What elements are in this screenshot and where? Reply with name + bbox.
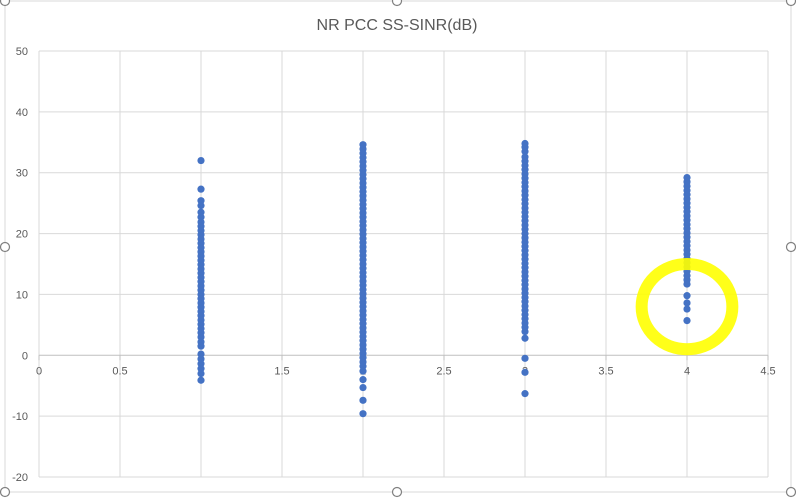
scatter-point <box>197 201 205 210</box>
scatter-point <box>197 369 205 378</box>
chart-border <box>4 0 792 493</box>
resize-handle[interactable] <box>0 486 11 498</box>
y-tick-label: 10 <box>16 289 28 301</box>
scatter-point <box>521 354 529 362</box>
scatter-point <box>197 342 205 350</box>
y-tick-label: 0 <box>22 350 28 362</box>
x-tick-label: 2.5 <box>436 365 451 377</box>
scatter-point <box>359 396 367 404</box>
x-tick-label: 4.5 <box>760 365 775 377</box>
x-tick-labels: 00.511.522.533.544.5 <box>36 365 776 377</box>
y-tick-labels: -20 -10 0 10 20 30 40 50 <box>12 46 28 484</box>
scatter-point <box>683 305 691 313</box>
annotation-layer <box>635 258 739 356</box>
scatter-point <box>197 185 205 193</box>
scatter-point <box>197 376 205 384</box>
scatter-point <box>683 299 691 307</box>
resize-handle[interactable] <box>391 486 403 498</box>
scatter-point <box>683 316 691 325</box>
resize-handle[interactable] <box>785 486 796 498</box>
scatter-points <box>197 139 691 418</box>
scatter-point <box>683 292 691 300</box>
scatter-point <box>197 156 205 165</box>
chart-title: NR PCC SS-SINR(dB) <box>317 17 478 34</box>
x-tick-label: 0 <box>36 365 42 377</box>
scatter-point <box>521 327 529 336</box>
y-tick-label: -20 <box>12 472 28 484</box>
y-tick-label: 40 <box>16 107 28 119</box>
y-tick-label: -10 <box>12 411 28 423</box>
y-tick-label: 30 <box>16 168 28 180</box>
x-tick-label: 0.5 <box>112 365 127 377</box>
y-tick-label: 50 <box>16 46 28 58</box>
x-tick-label: 3.5 <box>598 365 613 377</box>
scatter-point <box>359 383 367 392</box>
resize-handle[interactable] <box>391 0 403 7</box>
scatter-point <box>521 147 529 156</box>
scatter-point <box>521 368 529 376</box>
scatter-point <box>521 390 529 398</box>
yellow-highlight-circle <box>635 258 739 356</box>
resize-handle[interactable] <box>785 241 796 253</box>
x-tick-label: 4 <box>684 365 690 377</box>
scatter-point <box>521 334 529 342</box>
resize-handle[interactable] <box>0 0 11 7</box>
scatter-point <box>359 367 367 375</box>
x-tick-label: 1.5 <box>274 365 289 377</box>
scatter-point <box>359 410 367 418</box>
scatter-point <box>683 280 691 288</box>
resize-handle[interactable] <box>0 241 11 253</box>
y-tick-label: 20 <box>16 229 28 241</box>
scatter-point <box>359 376 367 384</box>
resize-handle[interactable] <box>785 0 796 7</box>
